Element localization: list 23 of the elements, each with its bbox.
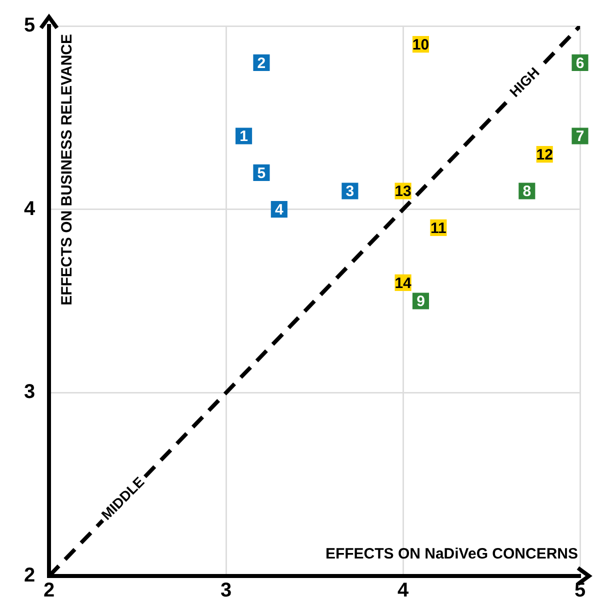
- annotation: 6: [576, 54, 584, 72]
- annotation: 14: [394, 274, 412, 292]
- annotation: 1: [240, 128, 248, 146]
- x-tick-label: 2: [44, 580, 55, 602]
- y-tick-label: 3: [24, 381, 36, 404]
- y-tick-label: 4: [24, 198, 36, 220]
- annotation: 13: [394, 183, 412, 200]
- annotation: 11: [430, 220, 446, 237]
- x-axis-title: EFFECTS ON NaDiVeG CONCERNS: [325, 546, 578, 563]
- y-axis-title: EFFECTS ON BUSINESS RELEVANCE: [58, 34, 76, 306]
- annotation: 10: [412, 36, 430, 54]
- x-tick-label: 4: [397, 580, 410, 602]
- annotation: 2: [257, 54, 266, 72]
- annotation: 4: [275, 201, 284, 218]
- annotation: 12: [536, 146, 553, 164]
- annotation: 7: [576, 128, 584, 146]
- y-tick-label: 2: [24, 564, 36, 587]
- y-tick-label: 5: [24, 14, 36, 37]
- annotation: 3: [346, 183, 354, 200]
- annotation: 9: [416, 293, 425, 310]
- x-tick-label: 3: [220, 580, 232, 602]
- annotation: 8: [522, 183, 532, 200]
- annotation: 5: [257, 164, 266, 182]
